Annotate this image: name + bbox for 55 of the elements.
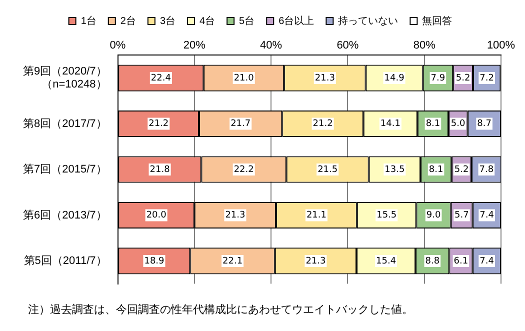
data-label: 20.0 [146, 210, 167, 221]
y-tick-label: 第7回（2015/7） [22, 164, 107, 176]
data-label: 21.1 [306, 210, 326, 221]
x-tick-label: 80% [413, 40, 436, 52]
data-label: 21.2 [148, 119, 169, 130]
data-label: 21.3 [314, 73, 335, 84]
y-tick-label: 第5回（2011/7） [24, 254, 107, 267]
legend-label: 5台 [239, 14, 255, 27]
data-label: 5.0 [450, 119, 466, 130]
y-tick-label: 第9回（2020/7）（n=10248） [22, 65, 107, 91]
data-label: 21.0 [234, 73, 254, 84]
data-label: 7.4 [480, 256, 494, 266]
data-label: 15.4 [376, 256, 396, 266]
data-label: 21.3 [225, 210, 246, 221]
data-label: 22.2 [234, 164, 254, 175]
data-label: 13.5 [384, 164, 405, 175]
data-label: 5.2 [456, 73, 470, 84]
legend-label: 6台以上 [278, 14, 314, 27]
data-label: 7.2 [480, 73, 494, 84]
legend-label: 無回答 [422, 14, 452, 27]
legend-label: 2台 [120, 14, 136, 27]
data-label: 22.1 [222, 256, 243, 266]
data-label: 21.3 [306, 256, 326, 266]
y-tick-label: 第6回（2013/7） [22, 209, 107, 222]
data-label: 6.1 [454, 256, 468, 266]
data-label: 22.4 [150, 73, 172, 84]
legend-label: 持っていない [338, 14, 398, 27]
data-label: 8.7 [477, 119, 492, 130]
x-tick-label: 40% [260, 40, 282, 52]
x-tick-label: 60% [336, 40, 359, 52]
text: 注）過去調査は、今回調査の性年代構成比にあわせてウエイトバックした値。 [28, 302, 413, 317]
data-label: 21.8 [150, 164, 170, 175]
x-tick-label: 0% [110, 40, 126, 52]
data-label: 21.7 [230, 119, 251, 130]
data-label: 5.7 [454, 210, 469, 221]
x-tick-label: 20% [183, 40, 206, 52]
data-label: 5.2 [454, 164, 469, 175]
data-label: 18.9 [144, 256, 165, 266]
data-label: 21.2 [312, 119, 333, 130]
data-label: 14.9 [384, 73, 405, 84]
legend-label: 3台 [160, 14, 176, 27]
data-label: 8.1 [428, 164, 444, 175]
data-label: 7.4 [480, 210, 494, 221]
data-label: 8.8 [425, 256, 440, 266]
legend-label: 1台 [80, 14, 96, 27]
data-label: 7.8 [479, 164, 494, 175]
data-label: 15.5 [376, 210, 397, 221]
data-label: 21.5 [318, 164, 338, 175]
data-label: 7.9 [430, 73, 446, 84]
y-tick-label: 第8回（2017/7） [22, 118, 107, 130]
data-label: 9.0 [426, 210, 441, 221]
data-label: 8.1 [426, 119, 440, 130]
data-label: 14.1 [380, 119, 400, 130]
legend-label: 4台 [200, 14, 216, 27]
x-tick-label: 100% [486, 40, 516, 52]
